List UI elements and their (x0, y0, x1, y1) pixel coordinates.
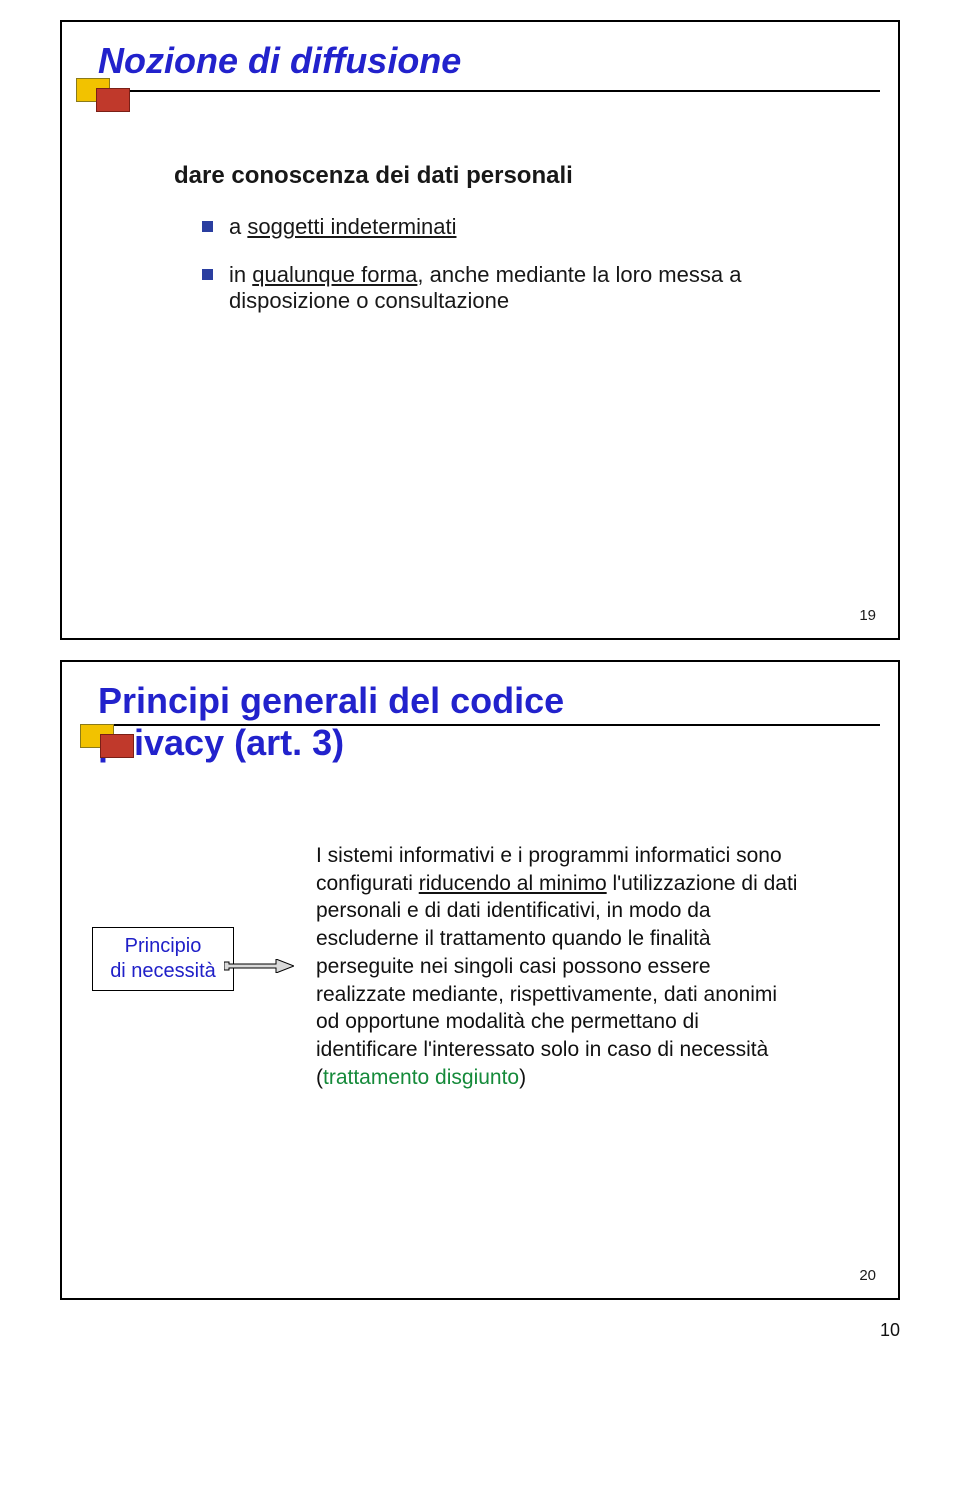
body-t3: ) (519, 1066, 526, 1089)
body-t2: l'utilizzazione di dati personali e di d… (316, 872, 797, 1089)
slide-2: Principi generali del codice privacy (ar… (60, 660, 900, 1300)
title-underline (80, 90, 880, 92)
principio-line-2: di necessità (110, 960, 216, 982)
bullet-pre: in (229, 262, 252, 287)
slide-number: 20 (859, 1267, 876, 1284)
bullet-text: a soggetti indeterminati (229, 214, 456, 240)
body-text: I sistemi informativi e i programmi info… (316, 842, 806, 1091)
decor-red-box (100, 734, 134, 758)
slide-body: dare conoscenza dei dati personali a sog… (174, 162, 836, 314)
slide-title: Nozione di diffusione (98, 40, 876, 82)
decor-red-box (96, 88, 130, 112)
slide-title: Principi generali del codice privacy (ar… (98, 680, 876, 764)
bullet-item: a soggetti indeterminati (202, 214, 836, 240)
title-decor (80, 724, 138, 752)
title-decor (76, 78, 134, 106)
page-number: 10 (0, 1320, 900, 1341)
slide-1: Nozione di diffusione dare conoscenza de… (60, 20, 900, 640)
body-underlined: riducendo al minimo (419, 872, 607, 895)
title-row: Nozione di diffusione (84, 40, 876, 92)
bullet-text: in qualunque forma, anche mediante la lo… (229, 262, 836, 314)
principio-line-1: Principio (125, 935, 202, 957)
bullet-item: in qualunque forma, anche mediante la lo… (202, 262, 836, 314)
principio-box: Principio di necessità (92, 927, 234, 991)
arrow-icon (224, 959, 294, 973)
body-green: trattamento disgiunto (323, 1066, 519, 1089)
title-row: Principi generali del codice privacy (ar… (84, 680, 876, 726)
lead-text: dare conoscenza dei dati personali (174, 162, 836, 190)
bullet-underlined: qualunque forma (252, 262, 417, 287)
bullet-pre: a (229, 214, 247, 239)
bullet-marker-icon (202, 269, 213, 280)
slide-number: 19 (859, 607, 876, 624)
title-line-1: Principi generali del codice (98, 680, 564, 721)
bullet-underlined: soggetti indeterminati (247, 214, 456, 239)
bullet-marker-icon (202, 221, 213, 232)
